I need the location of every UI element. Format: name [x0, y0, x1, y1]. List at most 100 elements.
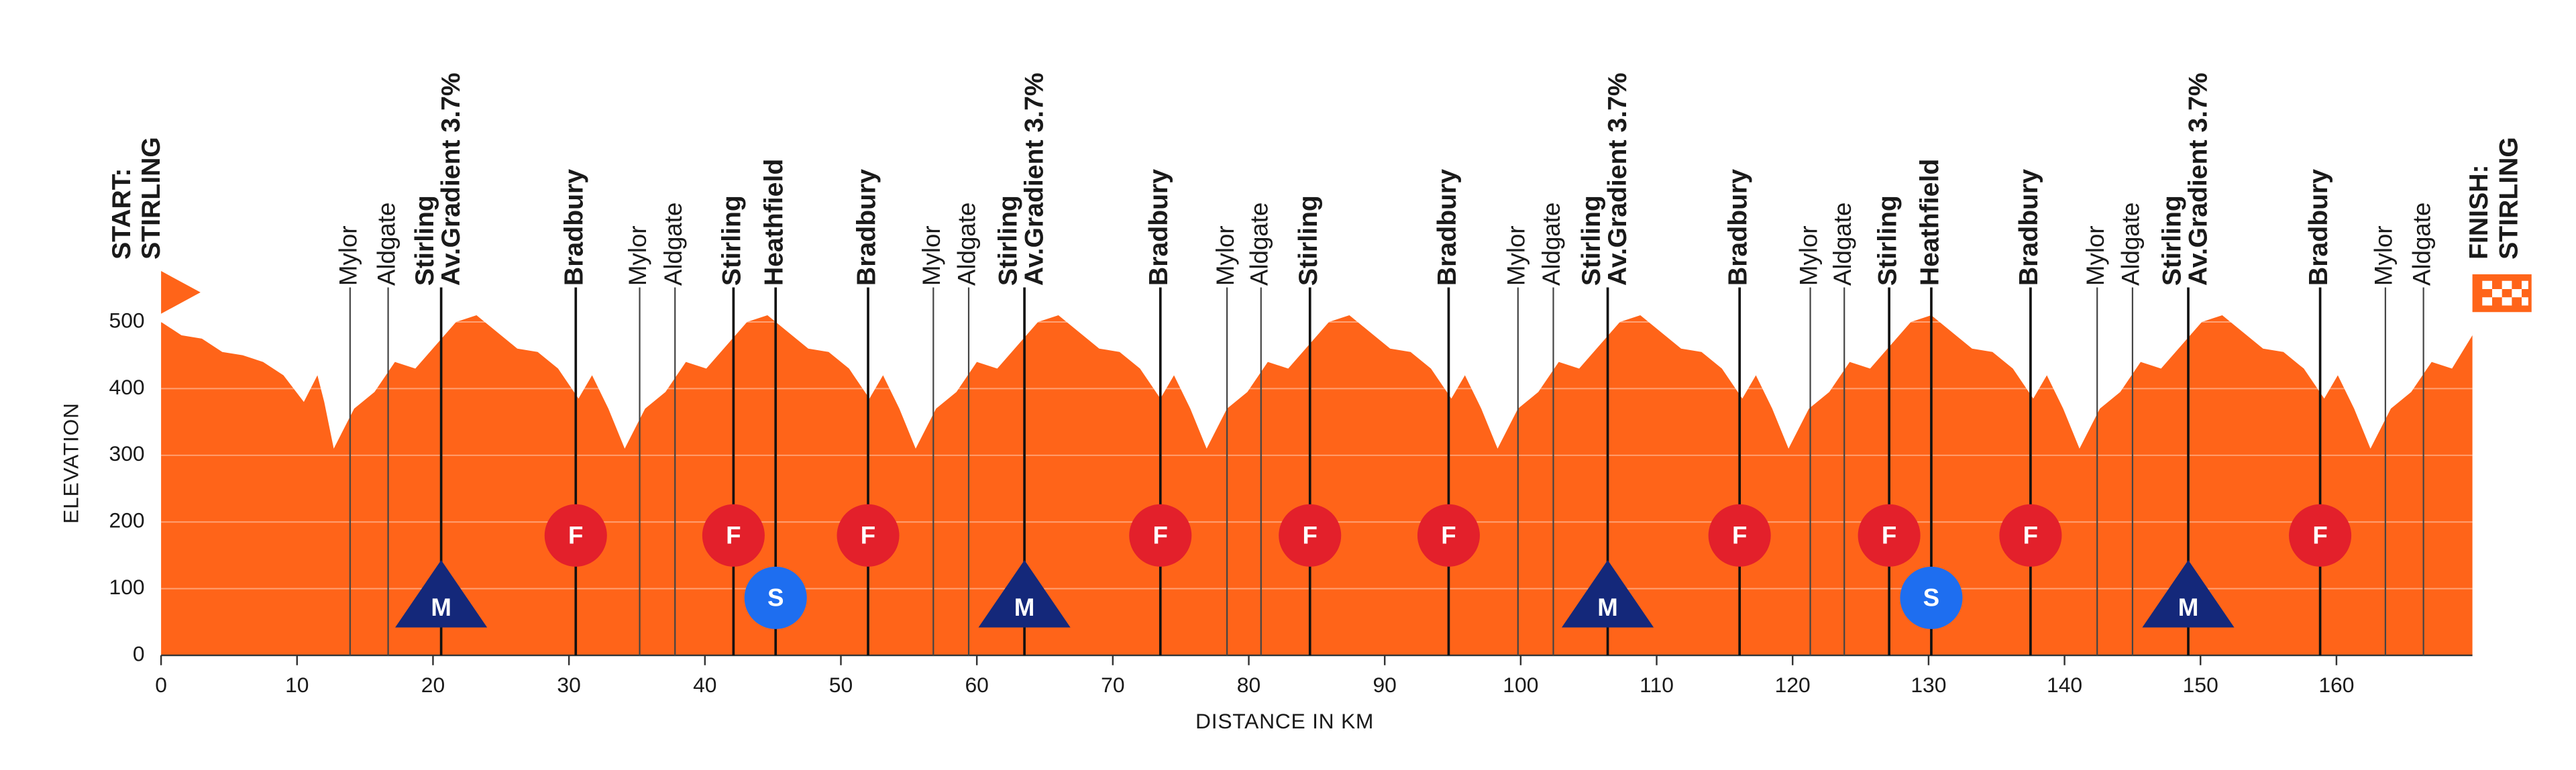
- x-tick-label: 140: [2047, 673, 2082, 697]
- y-tick-label: 300: [109, 441, 145, 465]
- icon-letter: S: [767, 584, 784, 612]
- x-axis-title: DISTANCE IN KM: [1195, 709, 1374, 733]
- marker-label: Aldgate: [372, 203, 400, 286]
- finish-flag: [2472, 274, 2532, 313]
- start-flag: [161, 271, 201, 314]
- marker-label: Stirling: [718, 195, 747, 286]
- mountain-icon: [978, 560, 1071, 628]
- marker-label: Mylor: [2370, 225, 2398, 286]
- marker-label: Aldgate: [1538, 203, 1565, 286]
- finish-sprint-icon: [1279, 504, 1342, 567]
- icon-letter: S: [1923, 584, 1940, 612]
- icon-letter: F: [726, 521, 741, 549]
- icon-letter: F: [861, 521, 875, 549]
- x-tick-label: 50: [829, 673, 853, 697]
- marker-label: Mylor: [624, 225, 651, 286]
- marker-label: Mylor: [918, 225, 945, 286]
- icon-letter: F: [1882, 521, 1896, 549]
- y-tick-label: 400: [109, 375, 145, 399]
- x-tick-label: 30: [557, 673, 580, 697]
- marker-label: Av.Gradient 3.7%: [1020, 72, 1049, 286]
- x-tick-label: 130: [1911, 673, 1946, 697]
- x-tick-label: 20: [421, 673, 445, 697]
- y-axis-title: ELEVATION: [58, 402, 83, 524]
- icon-letter: F: [1303, 521, 1318, 549]
- marker-label: Bradbury: [852, 169, 881, 286]
- marker-label: Bradbury: [1144, 169, 1173, 286]
- marker-icons: M F F S F M F F F M F F S F M F: [395, 504, 2352, 629]
- marker-label: Aldgate: [2117, 203, 2145, 286]
- marker-label: Aldgate: [1245, 203, 1273, 286]
- marker-label: Mylor: [1212, 225, 1239, 286]
- marker-label: Mylor: [2082, 225, 2109, 286]
- start-label: START:: [107, 168, 136, 260]
- mountain-icon: [2142, 560, 2235, 628]
- icon-letter: F: [1732, 521, 1747, 549]
- marker-label: Stirling: [1873, 195, 1902, 286]
- x-tick-label: 70: [1101, 673, 1124, 697]
- finish-sprint-icon: [1129, 504, 1192, 567]
- finish-sprint-icon: [1708, 504, 1771, 567]
- icon-letter: F: [1153, 521, 1168, 549]
- x-tick-label: 0: [155, 673, 167, 697]
- marker-label: Stirling: [1577, 195, 1606, 286]
- finish-label: FINISH:: [2465, 164, 2493, 259]
- marker-label: Av.Gradient 3.7%: [1603, 72, 1632, 286]
- marker-label: Mylor: [1794, 225, 1822, 286]
- start-label: STIRLING: [137, 137, 166, 260]
- grid-layer: [160, 321, 2473, 665]
- marker-label: Bradbury: [560, 169, 589, 286]
- finish-label: STIRLING: [2494, 137, 2523, 260]
- y-tick-label: 500: [109, 308, 145, 332]
- x-tick-label: 80: [1237, 673, 1260, 697]
- marker-label: Av.Gradient 3.7%: [2184, 72, 2212, 286]
- x-tick-label: 100: [1503, 673, 1538, 697]
- marker-label: Bradbury: [1724, 169, 1753, 286]
- marker-label: Bradbury: [1433, 169, 1462, 286]
- marker-label: Av.Gradient 3.7%: [437, 72, 466, 286]
- sprint-icon: [744, 566, 807, 629]
- x-tick-label: 10: [285, 673, 309, 697]
- icon-letter: F: [568, 521, 583, 549]
- marker-label: Stirling: [2157, 195, 2186, 286]
- x-tick-label: 160: [2318, 673, 2354, 697]
- marker-lines: [349, 287, 2424, 656]
- mountain-icon: [395, 560, 488, 628]
- y-tick-label: 100: [109, 575, 145, 599]
- y-tick-label: 200: [109, 508, 145, 533]
- marker-label: Aldgate: [1829, 203, 1856, 286]
- marker-label: Stirling: [1294, 195, 1323, 286]
- finish-sprint-icon: [702, 504, 765, 567]
- marker-label: Stirling: [994, 195, 1022, 286]
- marker-label: Aldgate: [659, 203, 687, 286]
- icon-letter: M: [1597, 594, 1618, 621]
- marker-label: Bradbury: [2015, 169, 2043, 286]
- finish-sprint-icon: [1417, 504, 1480, 567]
- marker-label: Aldgate: [953, 203, 981, 286]
- icon-letter: M: [1014, 594, 1035, 621]
- marker-label: Mylor: [335, 225, 362, 286]
- marker-label: Stirling: [411, 195, 439, 286]
- area-layer: [161, 315, 2473, 656]
- elevation-area: [161, 315, 2473, 656]
- icon-letter: F: [2023, 521, 2038, 549]
- finish-sprint-icon: [837, 504, 900, 567]
- y-tick-label: 0: [133, 641, 145, 665]
- finish-sprint-icon: [544, 504, 607, 567]
- x-tick-label: 110: [1640, 673, 1674, 697]
- icon-letter: F: [1441, 521, 1456, 549]
- labels: ELEVATION DISTANCE IN KM 010020030040050…: [58, 72, 2523, 733]
- x-tick-label: 60: [965, 673, 988, 697]
- marker-label: Aldgate: [2408, 203, 2435, 286]
- x-tick-label: 90: [1373, 673, 1396, 697]
- mountain-icon: [1562, 560, 1654, 628]
- icon-letter: M: [431, 594, 451, 621]
- x-tick-label: 150: [2183, 673, 2218, 697]
- marker-label: Heathfield: [760, 159, 789, 286]
- x-tick-label: 120: [1775, 673, 1811, 697]
- finish-sprint-icon: [2289, 504, 2352, 567]
- marker-label: Bradbury: [2304, 169, 2333, 286]
- finish-sprint-icon: [1999, 504, 2062, 567]
- icon-letter: M: [2178, 594, 2199, 621]
